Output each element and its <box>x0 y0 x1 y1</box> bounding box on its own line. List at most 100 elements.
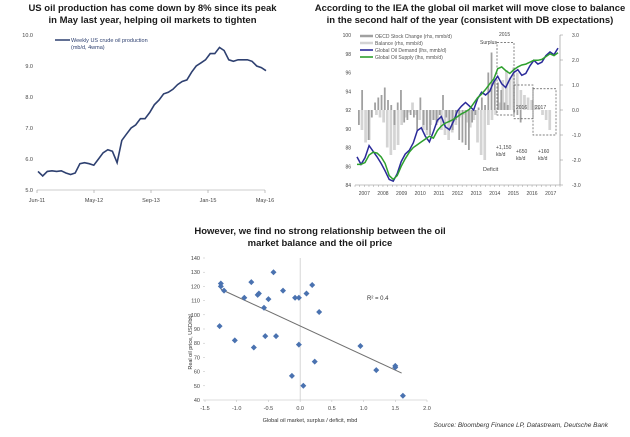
balance-bar <box>487 110 490 125</box>
scatter-point <box>309 281 316 288</box>
balance-bar <box>515 72 519 110</box>
stock-change-bar <box>406 110 409 120</box>
stock-change-bar <box>361 90 364 110</box>
balance-bar <box>447 110 450 140</box>
stock-change-bar <box>500 90 503 110</box>
stock-change-bar <box>422 110 425 125</box>
stock-change-bar <box>367 110 370 140</box>
iea-balance-chart: 84 86 88 90 92 94 96 98 100 -3.0 -2.0 -1.0 0.0 1.0 2.0… <box>343 32 581 197</box>
production-line <box>37 46 267 178</box>
stock-change-bar <box>390 105 393 110</box>
chart2-title: According to the IEA the global oil mark… <box>310 3 630 27</box>
balance-bar <box>440 110 443 130</box>
left-y-tick-label: 92 <box>345 108 351 114</box>
scatter-point <box>273 333 280 340</box>
y-tick-label: 130 <box>191 270 200 276</box>
right-y-tick-label: 2.0 <box>572 58 579 64</box>
right-y-tick-label: 1.0 <box>572 83 579 89</box>
y-tick-label: 120 <box>191 284 200 290</box>
forecast-2017-value: +160 <box>538 149 549 155</box>
x-tick-label: 2009 <box>396 191 407 197</box>
forecast-2016-unit: kb/d <box>516 156 526 162</box>
legend-label: Global Oil Demand (lhs, mmb/d) <box>375 48 447 54</box>
x-tick-label: 2010 <box>415 191 426 197</box>
balance-bar <box>490 110 494 120</box>
scatter-point <box>248 279 255 286</box>
balance-bar <box>414 110 418 115</box>
y-tick-label: 110 <box>191 299 200 305</box>
scatter-point <box>265 296 272 303</box>
y-tick-label: 140 <box>191 256 200 262</box>
chart2-title-line2: in the second half of the year (consiste… <box>326 15 614 26</box>
stock-change-bar <box>516 110 519 115</box>
stock-change-bar <box>506 105 509 110</box>
left-y-tick-label: 98 <box>345 52 351 58</box>
x-tick-label: -1.0 <box>232 406 241 412</box>
right-y-tick-label: 0.0 <box>572 108 579 114</box>
demand-line <box>356 47 559 183</box>
scatter-point <box>221 287 228 294</box>
us-production-chart: 5.0 6.0 7.0 8.0 9.0 10.0 Jun-11 May-12 Sep-13 Jan… <box>22 33 274 204</box>
stock-change-bar <box>461 110 464 143</box>
scatter-point <box>255 290 262 297</box>
scatter-point <box>300 382 307 389</box>
stock-change-bar <box>480 97 483 110</box>
x-tick-label: Jun-11 <box>29 198 45 204</box>
stock-change-bar <box>374 102 376 110</box>
y-tick-label: 100 <box>191 313 200 319</box>
scatter-point <box>288 372 295 379</box>
x-tick-label: 1.0 <box>360 406 368 412</box>
balance-bar <box>533 105 537 110</box>
balance-bar <box>483 110 487 160</box>
year-2015-label: 2015 <box>499 32 510 38</box>
balance-bar <box>396 110 400 145</box>
x-tick-label: Jan-15 <box>200 198 217 204</box>
stock-change-bar <box>445 110 448 118</box>
x-tick-label: 0.0 <box>296 406 304 412</box>
stock-change-bar <box>387 100 389 110</box>
y-tick-label: 9.0 <box>25 64 33 70</box>
y-tick-label: 70 <box>194 355 200 361</box>
x-tick-label: -1.5 <box>200 406 209 412</box>
balance-bar <box>436 110 440 123</box>
deficit-label: Deficit <box>483 167 499 173</box>
stock-change-bar <box>409 110 412 115</box>
scatter-y-axis-label: Real oil price, USD/bbl <box>188 314 194 369</box>
x-tick-label: May-12 <box>85 198 103 204</box>
balance-bar <box>375 110 378 115</box>
scatter-point <box>399 392 406 399</box>
forecast-2015-unit: kb/d <box>496 152 506 158</box>
x-tick-label: 2015 <box>508 191 519 197</box>
chart1-legend-label: Weekly US crude oil production <box>71 38 148 44</box>
balance-bar <box>468 110 472 128</box>
stock-change-bar <box>416 110 419 130</box>
scatter-point <box>260 304 267 311</box>
balance-bar <box>541 110 544 115</box>
scatter-point <box>270 269 277 276</box>
balance-bar <box>497 102 501 110</box>
year-2017-label: 2017 <box>535 105 546 111</box>
stock-change-bar <box>464 110 467 145</box>
scatter-x-axis-label: Global oil market, surplus / deficit, mb… <box>263 418 358 424</box>
balance-bar <box>378 110 382 118</box>
scatter-point <box>295 341 302 348</box>
y-tick-label: 10.0 <box>22 33 33 39</box>
stock-change-bar <box>519 110 522 123</box>
forecast-box-2015 <box>496 42 515 116</box>
chart2-title-line1: According to the IEA the global oil mark… <box>314 3 626 14</box>
scatter-point <box>311 358 318 365</box>
stock-change-bar <box>396 102 399 110</box>
x-tick-label: 2013 <box>471 191 482 197</box>
stock-change-bar <box>429 110 431 135</box>
balance-bar <box>393 110 396 150</box>
forecast-box-2017 <box>532 88 557 136</box>
surplus-label: Surplus <box>480 40 497 46</box>
y-tick-label: 40 <box>194 398 200 404</box>
stock-change-bar <box>403 110 406 123</box>
balance-bar <box>479 110 483 155</box>
stock-change-bar <box>419 97 422 110</box>
balance-bar <box>389 110 393 155</box>
right-y-tick-label: -3.0 <box>572 183 581 189</box>
year-2016-label: 2016 <box>516 105 527 111</box>
forecast-2016-value: +650 <box>516 149 527 155</box>
